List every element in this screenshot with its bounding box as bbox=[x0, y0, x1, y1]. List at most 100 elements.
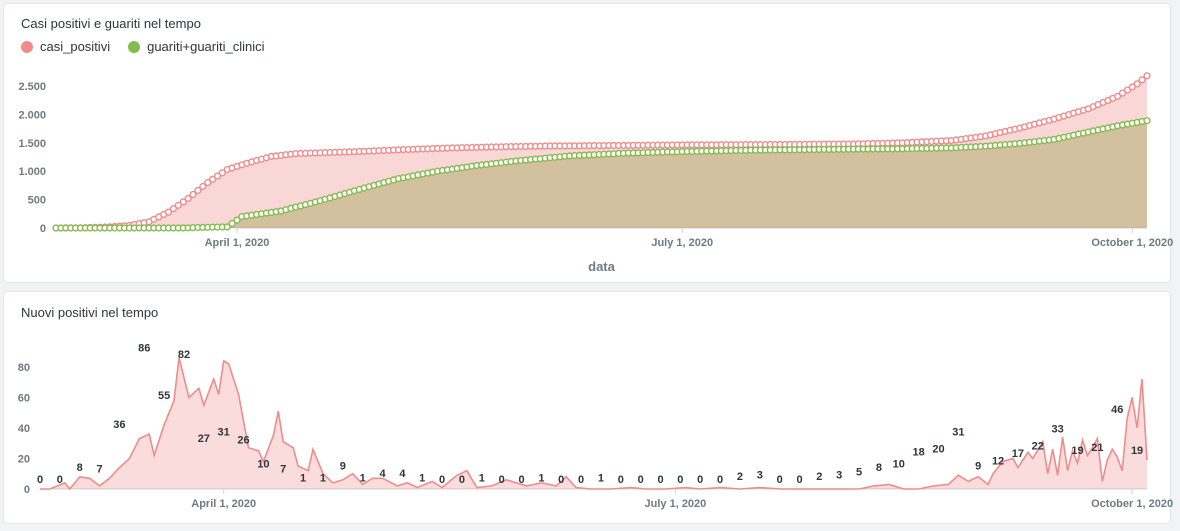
legend-dot-icon bbox=[128, 40, 141, 53]
series-area-0 bbox=[40, 357, 1147, 489]
data-label: 0 bbox=[459, 474, 465, 486]
chart-card-nuovi: Nuovi positivi nel tempo 0 20 40 60 80 April … bbox=[3, 291, 1173, 525]
series-marker bbox=[169, 205, 178, 213]
data-label: 22 bbox=[1032, 440, 1044, 452]
data-label: 10 bbox=[893, 459, 905, 471]
data-label: 55 bbox=[158, 390, 170, 402]
data-label: 4 bbox=[399, 468, 406, 480]
data-label: 7 bbox=[280, 463, 286, 475]
data-label: 33 bbox=[1052, 424, 1064, 436]
series-marker bbox=[1123, 86, 1132, 94]
data-label: 9 bbox=[340, 460, 346, 472]
data-label: 1 bbox=[479, 472, 485, 484]
series-marker bbox=[184, 194, 192, 203]
data-label: 1 bbox=[598, 472, 604, 484]
data-label: 1 bbox=[320, 472, 326, 484]
data-label: 0 bbox=[578, 474, 584, 486]
y-tick-label: 0 bbox=[40, 223, 46, 235]
series-marker bbox=[164, 208, 173, 216]
data-label: 0 bbox=[37, 474, 43, 486]
data-label: 3 bbox=[757, 469, 763, 481]
series-marker bbox=[194, 186, 202, 195]
x-tick-label: October 1, 2020 bbox=[1091, 237, 1173, 249]
series-marker bbox=[1143, 72, 1151, 80]
series-marker bbox=[213, 172, 222, 180]
legend: casi_positivi guariti+guariti_clinici bbox=[21, 39, 265, 54]
chart-canvas-casi[interactable]: 0 500 1.000 1.500 2.000 2.500 April 1, 2020 Jul… bbox=[4, 4, 1173, 284]
x-tick-label: July 1, 2020 bbox=[645, 498, 707, 510]
chart-title: Nuovi positivi nel tempo bbox=[21, 305, 159, 320]
data-label: 21 bbox=[1091, 442, 1103, 454]
series-marker bbox=[199, 182, 207, 191]
data-label: 18 bbox=[913, 447, 925, 459]
data-label: 31 bbox=[952, 427, 964, 439]
legend-label: guariti+guariti_clinici bbox=[147, 39, 265, 54]
data-label: 12 bbox=[992, 456, 1004, 468]
data-label: 2 bbox=[737, 471, 743, 483]
data-label: 1 bbox=[419, 472, 425, 484]
series-marker bbox=[1113, 92, 1122, 100]
y-tick-label: 2.000 bbox=[18, 109, 46, 121]
data-label: 1 bbox=[360, 472, 366, 484]
legend-item-casi-positivi[interactable]: casi_positivi bbox=[21, 39, 110, 54]
x-tick-label: October 1, 2020 bbox=[1091, 498, 1173, 510]
series-line-0[interactable] bbox=[40, 357, 1148, 491]
data-label: 26 bbox=[237, 434, 249, 446]
y-tick-label: 60 bbox=[18, 392, 30, 404]
y-tick-label: 2.500 bbox=[18, 81, 46, 93]
series-marker bbox=[1118, 89, 1127, 97]
data-label: 19 bbox=[1071, 445, 1083, 457]
chart-title: Casi positivi e guariti nel tempo bbox=[21, 16, 201, 31]
data-label: 0 bbox=[717, 474, 723, 486]
data-label: 2 bbox=[816, 471, 822, 483]
series-marker bbox=[204, 179, 212, 187]
chart-card-casi: Casi positivi e guariti nel tempo casi_p… bbox=[3, 3, 1173, 284]
data-label: 1 bbox=[300, 472, 306, 484]
series-marker bbox=[1138, 76, 1146, 84]
series-marker bbox=[218, 169, 226, 177]
data-label: 0 bbox=[777, 474, 783, 486]
data-label: 9 bbox=[975, 460, 981, 472]
y-tick-label: 80 bbox=[18, 362, 30, 374]
data-label: 8 bbox=[77, 462, 83, 474]
data-label: 0 bbox=[57, 474, 63, 486]
x-tick-label: July 1, 2020 bbox=[651, 237, 713, 249]
data-label: 86 bbox=[138, 343, 150, 355]
series-marker bbox=[1143, 117, 1151, 125]
data-label: 46 bbox=[1111, 404, 1123, 416]
legend-item-guariti[interactable]: guariti+guariti_clinici bbox=[128, 39, 265, 54]
data-label: 0 bbox=[558, 474, 564, 486]
data-label: 0 bbox=[638, 474, 644, 486]
data-label: 4 bbox=[379, 468, 386, 480]
data-label: 0 bbox=[618, 474, 624, 486]
series-marker bbox=[174, 201, 182, 209]
data-label: 1 bbox=[538, 472, 544, 484]
data-label: 0 bbox=[796, 474, 802, 486]
data-label: 27 bbox=[198, 433, 210, 445]
x-tick-label: April 1, 2020 bbox=[191, 498, 256, 510]
data-label: 5 bbox=[856, 466, 862, 478]
y-tick-label: 1.000 bbox=[18, 166, 46, 178]
y-tick-label: 20 bbox=[18, 453, 30, 465]
data-label: 0 bbox=[499, 474, 505, 486]
series-marker bbox=[233, 216, 241, 224]
y-tick-label: 0 bbox=[24, 484, 30, 496]
data-label: 0 bbox=[439, 474, 445, 486]
data-label: 20 bbox=[932, 443, 944, 455]
data-label: 7 bbox=[97, 463, 103, 475]
data-label: 19 bbox=[1131, 445, 1143, 457]
series-marker bbox=[209, 175, 217, 183]
data-label: 82 bbox=[178, 349, 190, 361]
series-marker bbox=[223, 223, 231, 231]
data-label: 17 bbox=[1012, 448, 1024, 460]
y-tick-label: 40 bbox=[18, 423, 30, 435]
data-label: 36 bbox=[113, 419, 125, 431]
series-marker bbox=[189, 190, 197, 199]
x-tick-label: April 1, 2020 bbox=[205, 237, 270, 249]
legend-dot-icon bbox=[21, 40, 33, 53]
data-label: 10 bbox=[257, 459, 269, 471]
legend-label: casi_positivi bbox=[40, 39, 111, 54]
series-marker bbox=[1133, 80, 1141, 88]
series-marker bbox=[1128, 83, 1136, 91]
